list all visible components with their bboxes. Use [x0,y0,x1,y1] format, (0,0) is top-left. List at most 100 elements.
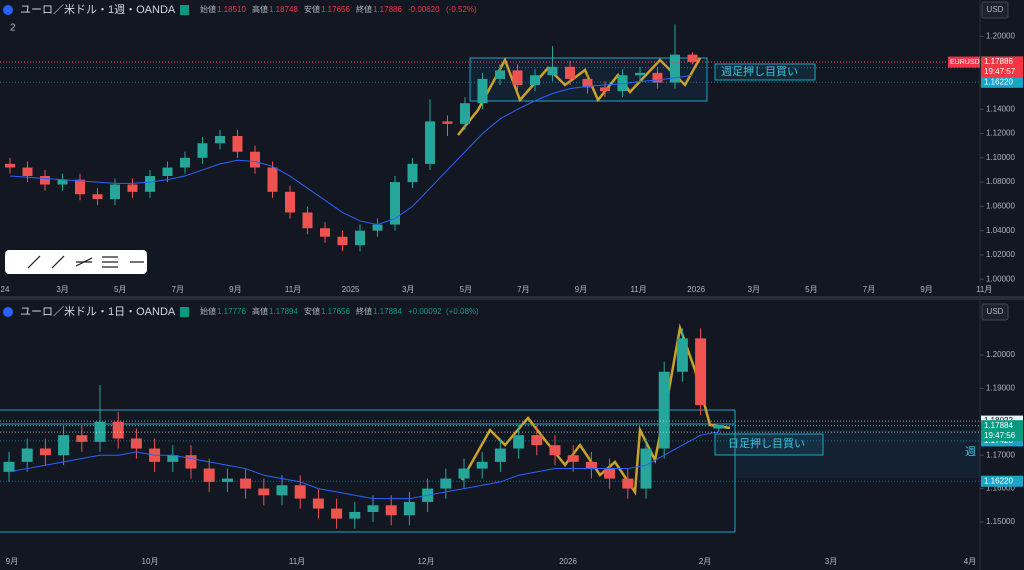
price-label: 1.16220 [984,77,1013,86]
x-tick-label: 3月 [402,285,414,294]
candle-body [94,421,106,442]
candle-body [617,75,628,92]
currency-box[interactable] [981,303,1009,321]
candle-body [635,72,645,76]
y-tick-label: 1.02000 [986,250,1015,259]
y-tick-label: 1.20000 [986,350,1015,359]
candle-body [372,224,383,231]
candle-body [476,461,488,469]
candle-body [549,445,561,456]
price-label-box [981,76,1023,88]
change-pct: (-0.52%) [446,5,477,14]
pane-divider [0,296,1024,300]
ohlc-name: 始値 [200,4,216,14]
annotation: 週足押し目買い [721,64,798,78]
candle-body [460,103,470,124]
candle-body [512,70,523,85]
chart-title: ユーロ／米ドル・1週・OANDA [20,3,176,16]
candle-body [294,485,306,499]
zone-box [735,430,980,478]
x-tick-label: 2月 [699,557,711,566]
candle-body [495,70,505,79]
moving-average [9,74,693,226]
candle-body [203,468,215,482]
candle-body [652,72,663,83]
x-tick-label: 4月 [964,557,976,566]
candle-body [513,435,525,449]
ohlc-name: 終値 [356,306,372,316]
annotation-box [714,63,816,81]
ohlc-name: 安値 [304,4,320,14]
candle-body [331,508,343,519]
annotation-box [714,433,824,456]
candle-body [458,468,470,479]
candle-body [302,212,313,229]
candle-body [130,438,142,449]
x-tick-label: 10月 [142,557,159,566]
x-tick-label: 11月 [976,285,992,294]
change-pct: (+0.08%) [446,307,479,316]
candle-body [180,157,190,168]
candle-body [547,66,558,76]
ohlc-name: 高値 [252,4,268,14]
candle-body [407,163,418,183]
candle-body [39,448,51,456]
candle-body [670,54,680,83]
y-tick-label: 1.04000 [986,226,1015,235]
x-tick-label: 11月 [285,285,301,294]
y-tick-label: 1.17000 [986,450,1015,459]
x-tick-label: 9月 [6,557,18,566]
ohlc-value: 1.17884 [373,307,402,316]
candle-body [355,230,365,246]
x-tick-label: 9月 [575,285,587,294]
candle-body [162,167,173,177]
x-tick-label: 7月 [517,285,529,294]
candle-body [385,505,397,516]
candle-body [285,191,295,213]
candle-body [40,176,50,185]
collapse-indicator-count[interactable]: 2 [10,23,16,34]
candle-body [658,371,670,449]
candle-body [567,455,579,462]
candle-body [22,167,33,177]
x-tick-label: 9月 [920,285,932,294]
candle-body [215,135,225,144]
candle-body [21,448,33,462]
candle-body [58,435,70,456]
x-tick-label: 3月 [748,285,760,294]
candle-body [477,78,488,104]
candle-body [167,455,179,462]
y-tick-label: 1.08000 [986,177,1015,186]
candles [5,24,698,252]
currency: USD [987,307,1004,316]
ohlc-value: 1.18510 [217,5,246,14]
change: +0.00092 [408,307,442,316]
candle-body [221,478,233,482]
y-tick-label: 1.10000 [986,153,1015,162]
candle-body [442,121,453,124]
chart-title: ユーロ／米ドル・1日・OANDA [20,305,176,318]
candle-body [440,478,452,489]
x-tick-label: 5月 [460,285,472,294]
x-tick-label: 7月 [172,285,184,294]
candle-body [57,179,68,185]
y-tick-label: 1.14000 [986,104,1015,113]
zigzag [457,56,702,136]
x-tick-label: 5月 [114,285,126,294]
y-tick-label: 1.20000 [986,32,1015,41]
moving-average [8,431,719,500]
currency-box[interactable] [981,1,1009,19]
ohlc-value: 1.17776 [217,307,246,316]
symbol: EURUSD [950,59,980,66]
candle-body [565,66,575,79]
candle-body [185,455,197,469]
candle-body [494,448,506,462]
candle-body [390,182,400,225]
candle-body [240,478,252,489]
x-tick-label: 2025 [342,285,360,294]
y-tick-label: 1.15000 [986,517,1015,526]
candle-body [92,194,103,200]
candle-body [367,505,379,512]
